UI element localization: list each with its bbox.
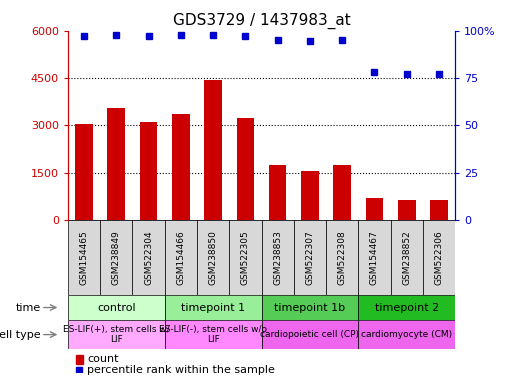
Bar <box>423 220 455 295</box>
Bar <box>204 79 222 220</box>
Text: GSM154465: GSM154465 <box>79 230 88 285</box>
Bar <box>165 295 262 320</box>
Text: GSM522307: GSM522307 <box>305 230 314 285</box>
Bar <box>358 220 391 295</box>
Bar <box>262 320 358 349</box>
Bar <box>430 200 448 220</box>
Text: GSM522306: GSM522306 <box>435 230 444 285</box>
Bar <box>165 320 262 349</box>
Text: GSM238850: GSM238850 <box>209 230 218 285</box>
Text: GSM238853: GSM238853 <box>273 230 282 285</box>
Text: GSM238852: GSM238852 <box>402 230 411 285</box>
Text: GSM238849: GSM238849 <box>112 230 121 285</box>
Bar <box>165 220 197 295</box>
Text: GSM522304: GSM522304 <box>144 230 153 285</box>
Text: time: time <box>16 303 41 313</box>
Text: percentile rank within the sample: percentile rank within the sample <box>87 365 275 375</box>
Text: GSM522308: GSM522308 <box>338 230 347 285</box>
Bar <box>301 171 319 220</box>
Bar <box>236 118 254 220</box>
Text: count: count <box>87 354 119 364</box>
Bar <box>269 165 287 220</box>
Bar <box>366 198 383 220</box>
Text: ES-LIF(-), stem cells w/o
LIF: ES-LIF(-), stem cells w/o LIF <box>159 325 267 344</box>
Bar <box>100 220 132 295</box>
Bar <box>75 124 93 220</box>
Text: ES-LIF(+), stem cells w/
LIF: ES-LIF(+), stem cells w/ LIF <box>63 325 170 344</box>
Title: GDS3729 / 1437983_at: GDS3729 / 1437983_at <box>173 13 350 29</box>
Bar <box>326 220 358 295</box>
Bar <box>197 220 229 295</box>
Bar <box>132 220 165 295</box>
Bar <box>398 200 415 220</box>
Bar <box>172 114 190 220</box>
Bar <box>68 295 165 320</box>
Bar <box>262 295 358 320</box>
Bar <box>358 295 455 320</box>
Bar <box>68 320 165 349</box>
Text: GSM154467: GSM154467 <box>370 230 379 285</box>
Text: cell type: cell type <box>0 329 41 339</box>
Bar <box>333 165 351 220</box>
Text: timepoint 1: timepoint 1 <box>181 303 245 313</box>
Bar <box>76 355 83 364</box>
Text: GSM154466: GSM154466 <box>176 230 185 285</box>
Text: cardiomyocyte (CM): cardiomyocyte (CM) <box>361 330 452 339</box>
Text: cardiopoietic cell (CP): cardiopoietic cell (CP) <box>260 330 359 339</box>
Bar <box>68 220 100 295</box>
Text: control: control <box>97 303 135 313</box>
Bar <box>262 220 294 295</box>
Text: timepoint 1b: timepoint 1b <box>275 303 345 313</box>
Bar <box>391 220 423 295</box>
Bar <box>358 320 455 349</box>
Text: timepoint 2: timepoint 2 <box>374 303 439 313</box>
Bar <box>294 220 326 295</box>
Bar <box>229 220 262 295</box>
Bar <box>140 122 157 220</box>
Bar <box>108 108 125 220</box>
Text: GSM522305: GSM522305 <box>241 230 250 285</box>
